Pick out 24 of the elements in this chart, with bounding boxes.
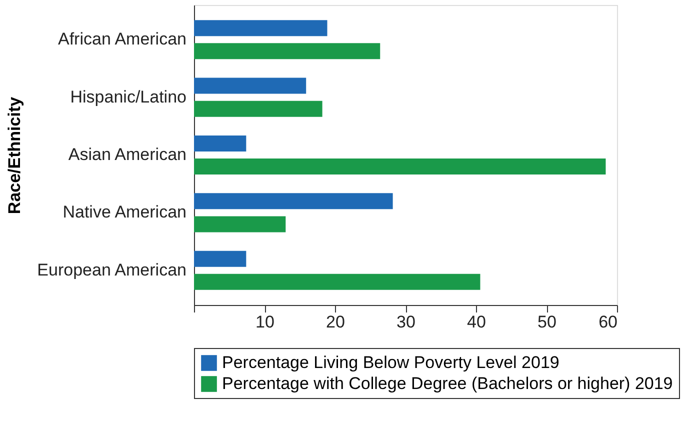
- legend-label: Percentage with College Degree (Bachelors or higher) 2019: [222, 374, 673, 393]
- y-tick-label: Hispanic/Latino: [70, 87, 186, 106]
- y-axis-title: Race/Ethnicity: [5, 96, 24, 214]
- bar: [194, 250, 246, 267]
- x-tick-label: 50: [538, 312, 556, 332]
- bar: [194, 78, 306, 94]
- y-tick-label: Native American: [62, 202, 186, 222]
- x-tick-label: 40: [467, 312, 486, 332]
- bar: [194, 43, 380, 60]
- legend-label: Percentage Living Below Poverty Level 2019: [222, 353, 560, 372]
- x-tick-label: 10: [256, 312, 274, 332]
- bar: [194, 158, 606, 175]
- bar: [194, 100, 322, 117]
- bar: [194, 193, 393, 210]
- x-tick-label: 30: [396, 312, 416, 332]
- y-tick-label: Asian American: [68, 145, 186, 164]
- x-tick-label: 20: [326, 312, 345, 332]
- x-tick-label: 60: [598, 312, 618, 332]
- bar: [194, 20, 328, 36]
- bar: [194, 274, 480, 290]
- y-tick-label: European American: [37, 260, 186, 280]
- bar: [194, 135, 246, 152]
- y-tick-label: African American: [58, 30, 186, 49]
- bar: [194, 216, 286, 232]
